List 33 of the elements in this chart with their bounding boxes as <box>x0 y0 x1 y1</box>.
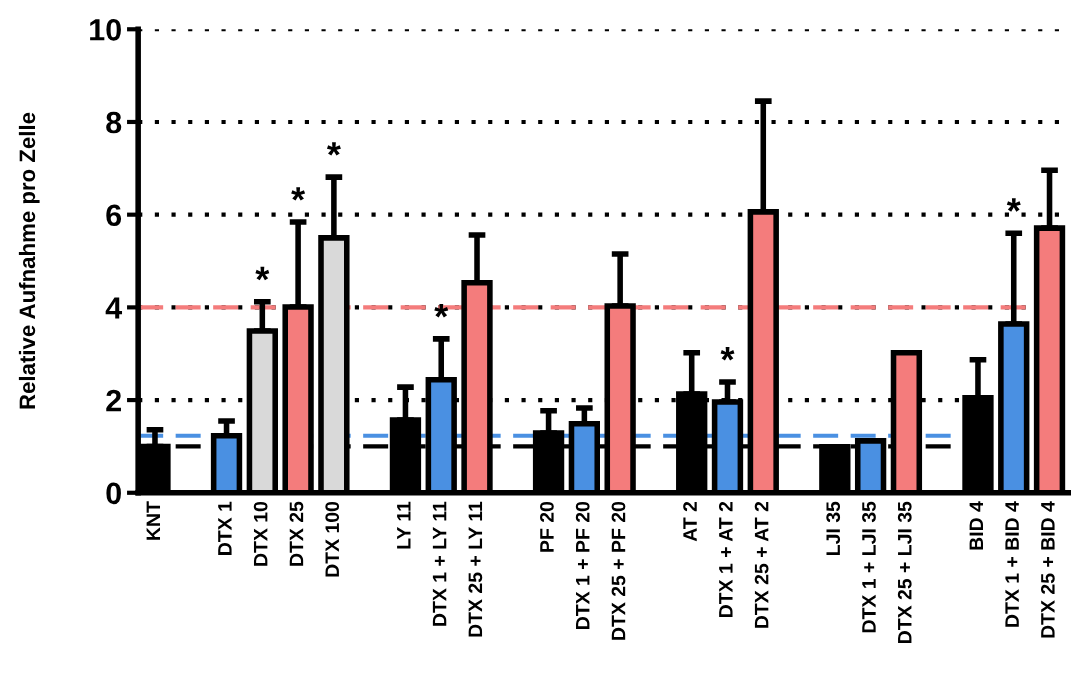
x-tick-label: LJI 35 <box>826 501 841 555</box>
x-tick-label: DTX 25 + BID 4 <box>1040 501 1055 638</box>
annotation: * <box>255 266 270 281</box>
x-tick-label: DTX 25 + AT 2 <box>754 501 769 628</box>
annotation: * <box>720 347 735 361</box>
y-axis-title: Relative Aufnahme pro Zelle <box>18 112 40 409</box>
y-tick-label: 6 <box>106 204 122 227</box>
annotation: * <box>291 187 306 201</box>
annotation: * <box>326 142 341 156</box>
x-tick-label: DTX 100 <box>325 501 340 577</box>
x-tick-label: DTX 1 + AT 2 <box>718 501 733 618</box>
x-tick-label: DTX 10 <box>253 501 268 566</box>
y-tick-label: 0 <box>106 482 121 505</box>
x-tick-label: DTX 1 + LJI 35 <box>862 501 876 633</box>
x-tick-label: DTX 25 <box>289 501 304 566</box>
annotation: * <box>1006 198 1021 212</box>
x-tick-label: DTX 1 + LY 11 <box>432 501 447 626</box>
x-tick-label: LY 11 <box>397 501 411 549</box>
x-tick-label: DTX 1 + PF 20 <box>575 501 590 629</box>
x-tick-label: DTX 25 + PF 20 <box>611 501 626 640</box>
x-tick-label: AT 2 <box>683 501 697 542</box>
x-tick-label: DTX 1 <box>218 501 232 555</box>
x-tick-label: DTX 1 + BID 4 <box>1005 501 1019 627</box>
y-tick-label: 4 <box>105 297 123 319</box>
x-tick-label: KNT <box>146 501 160 540</box>
x-tick-label: DTX 25 + LJI 35 <box>897 501 912 644</box>
y-tick-label: 10 <box>90 19 121 41</box>
x-tick-label: BID 4 <box>969 501 983 550</box>
x-tick-label: PF 20 <box>540 501 554 552</box>
x-tick-label: DTX 25 + LY 11 <box>468 501 483 637</box>
annotation: * <box>434 303 449 318</box>
y-tick-label: 8 <box>106 111 122 134</box>
y-tick-label: 2 <box>106 389 121 412</box>
